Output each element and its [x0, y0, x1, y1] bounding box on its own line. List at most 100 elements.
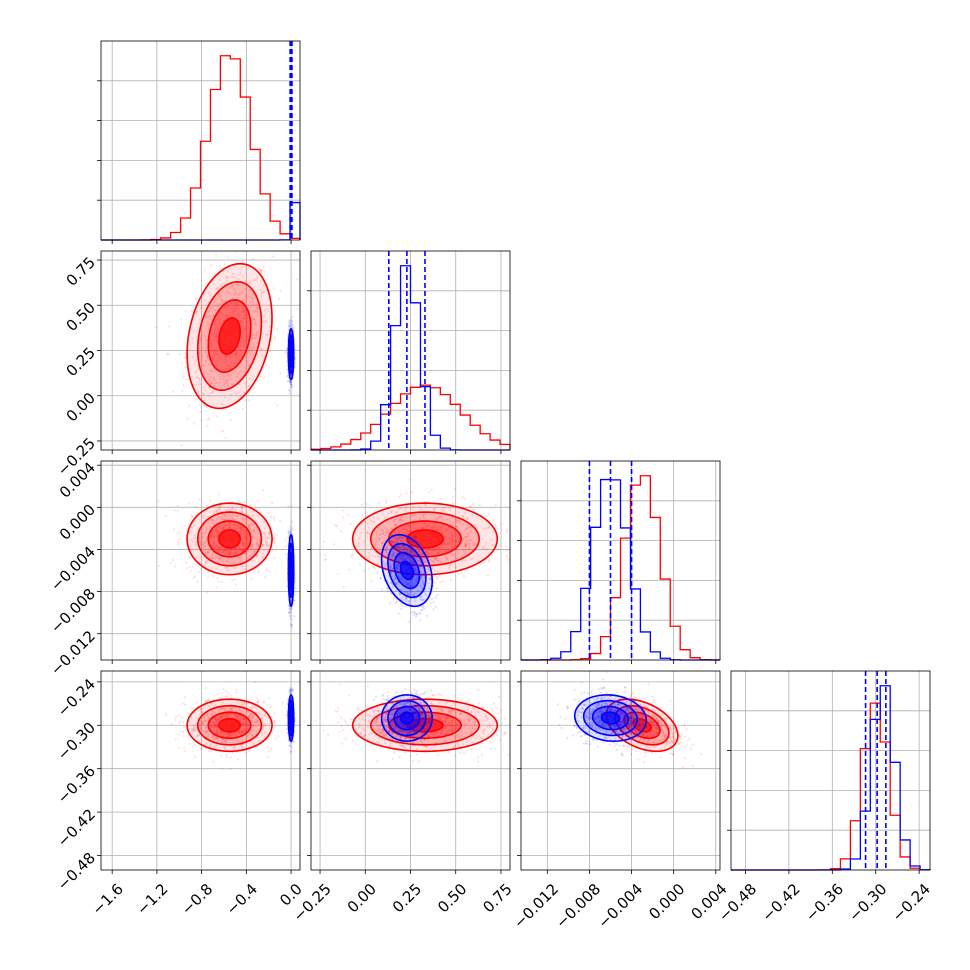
sample-point-blue	[408, 556, 411, 559]
sample-point-red	[265, 334, 268, 337]
sample-point-blue	[406, 583, 410, 586]
sample-point-blue	[414, 554, 417, 557]
sample-point-blue	[389, 580, 393, 584]
sample-point-red	[231, 506, 234, 510]
sample-point-blue	[386, 587, 389, 590]
sample-point-red	[385, 546, 388, 549]
sample-point-red	[233, 547, 236, 550]
sample-point-blue	[412, 610, 415, 614]
sample-point-red	[238, 545, 241, 549]
sample-point-red	[244, 279, 248, 283]
sample-point-blue	[403, 556, 406, 559]
sample-point-red	[211, 556, 215, 559]
sample-point-red	[462, 523, 465, 526]
sample-point-blue	[405, 583, 408, 586]
panel-2-1-ticks	[307, 464, 502, 664]
sample-point-red	[229, 734, 232, 737]
sample-point-red	[242, 565, 245, 568]
sample-point-red	[242, 722, 245, 725]
sample-point-red	[212, 734, 215, 737]
sample-point-red	[209, 369, 212, 372]
sample-point-blue	[420, 573, 423, 576]
sample-point-red	[225, 379, 228, 382]
sample-point-red	[279, 289, 282, 292]
sample-point-red	[245, 294, 248, 297]
panel-1-0-grid	[101, 251, 300, 450]
sample-point-red	[216, 352, 219, 355]
sample-point-red	[433, 549, 436, 552]
sample-point-red	[199, 338, 202, 341]
sample-point-red	[251, 335, 254, 338]
sample-point-red	[190, 516, 193, 519]
sample-point-red	[219, 296, 222, 299]
sample-point-red	[409, 550, 412, 553]
sample-point-red	[217, 493, 220, 496]
sample-point-red	[433, 508, 436, 511]
sample-point-red	[216, 719, 219, 722]
sample-point-red	[235, 283, 238, 286]
sample-point-blue	[400, 554, 403, 557]
sample-point-red	[467, 542, 470, 545]
sample-point-blue	[400, 576, 403, 579]
sample-point-red	[456, 518, 459, 521]
sample-point-red	[436, 552, 439, 555]
sample-point-red	[214, 711, 217, 715]
sample-point-red	[235, 307, 238, 310]
sample-point-red	[259, 288, 262, 291]
sample-point-red	[202, 729, 205, 733]
sample-point-blue	[396, 559, 399, 562]
sample-point-blue	[401, 599, 404, 602]
sample-point-red	[251, 535, 254, 538]
sample-point-red	[193, 329, 196, 332]
sample-point-red	[217, 327, 221, 330]
sample-point-red	[252, 536, 255, 539]
sample-point-blue	[420, 574, 423, 577]
sample-point-red	[217, 531, 220, 534]
sample-point-red	[201, 536, 204, 540]
sample-point-red	[463, 537, 466, 540]
sample-point-red	[230, 515, 233, 518]
sample-point-red	[406, 524, 409, 527]
sample-point-red	[199, 539, 202, 543]
sample-point-red	[200, 418, 203, 422]
sample-point-red	[404, 527, 407, 530]
sample-point-red	[485, 514, 488, 518]
sample-point-red	[433, 525, 436, 528]
sample-point-red	[210, 558, 213, 561]
sample-point-red	[220, 546, 223, 549]
sample-point-red	[281, 548, 284, 551]
sample-point-red	[266, 307, 269, 310]
sample-point-red	[358, 563, 361, 566]
sample-point-red	[230, 707, 234, 711]
sample-point-red	[255, 323, 258, 326]
sample-point-red	[228, 513, 231, 517]
sample-point-red	[240, 564, 243, 568]
sample-point-red	[219, 703, 222, 706]
sample-point-red	[241, 549, 244, 552]
sample-point-red	[256, 697, 259, 700]
sample-point-red	[209, 705, 212, 708]
sample-point-red	[213, 721, 216, 724]
sample-point-red	[388, 529, 391, 532]
sample-point-red	[244, 536, 247, 539]
sample-point-red	[242, 541, 245, 544]
sample-point-red	[222, 513, 225, 517]
sample-point-red	[212, 323, 215, 326]
sample-point-blue	[407, 600, 410, 603]
sample-point-red	[399, 520, 402, 523]
sample-point-blue	[289, 610, 292, 614]
sample-point-red	[218, 278, 222, 281]
sample-point-red	[505, 528, 508, 531]
sample-point-blue	[288, 532, 291, 535]
sample-point-red	[211, 536, 214, 539]
sample-point-red	[436, 546, 439, 549]
sample-point-blue	[416, 555, 419, 558]
sample-point-red	[254, 278, 257, 281]
sample-point-red	[176, 510, 180, 513]
sample-point-blue	[390, 541, 393, 544]
sample-point-red	[252, 514, 255, 517]
sample-point-blue	[389, 582, 392, 585]
sample-point-red	[272, 287, 275, 290]
sample-point-blue	[380, 542, 384, 545]
sample-point-red	[251, 546, 254, 550]
